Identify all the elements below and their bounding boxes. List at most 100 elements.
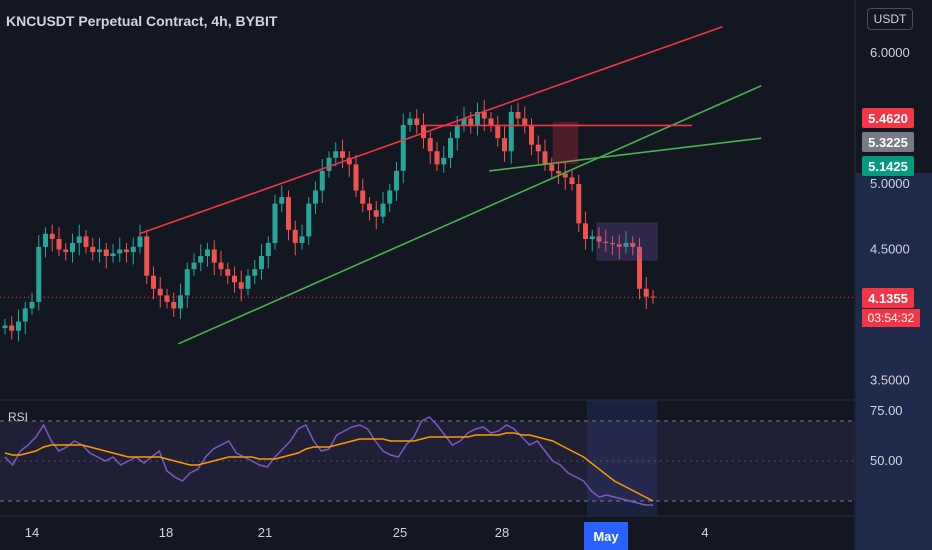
candle-body — [272, 203, 278, 243]
candle-body — [117, 249, 123, 254]
candle-body — [596, 236, 602, 242]
price-tick-label: 6.0000 — [870, 45, 910, 60]
price-axis-highlight — [856, 173, 932, 550]
candle-body — [137, 236, 143, 247]
candle-body — [157, 288, 163, 296]
time-tick-label: 4 — [701, 525, 708, 540]
channel-lower-line — [177, 85, 762, 345]
inner-support-line — [489, 137, 762, 172]
candle-body — [56, 239, 62, 250]
candle-body — [569, 177, 575, 184]
rsi-tick-label: 75.00 — [870, 403, 903, 418]
consolidation-box — [596, 222, 658, 261]
candle-body — [394, 170, 399, 191]
candle-body — [643, 288, 649, 297]
candle-body — [279, 197, 285, 204]
candle-body — [191, 262, 197, 270]
candle-body — [589, 236, 595, 240]
candle-body — [468, 118, 474, 126]
candle-body — [184, 269, 190, 296]
candle-body — [373, 210, 379, 217]
price-tag-last: 4.1355 — [862, 288, 914, 308]
candle-body — [110, 253, 116, 257]
candle-body — [252, 269, 258, 276]
candle-body — [454, 125, 460, 139]
rsi-label: RSI — [8, 410, 29, 424]
candle-body — [211, 249, 217, 263]
candle-body — [9, 325, 15, 331]
candle-body — [151, 275, 156, 289]
candle-body — [340, 151, 345, 158]
candle-body — [286, 197, 291, 230]
candle-body — [265, 242, 271, 257]
candle-body — [407, 118, 413, 126]
time-tick-label: 25 — [393, 525, 407, 540]
date-tag-may: May — [584, 522, 628, 550]
candle-body — [475, 111, 480, 126]
candle-body — [76, 236, 82, 243]
candle-body — [637, 246, 642, 289]
candle-body — [198, 256, 204, 263]
candle-body — [319, 170, 325, 191]
currency-button[interactable]: USDT — [867, 8, 913, 30]
candle-body — [448, 138, 453, 158]
candle-body — [502, 138, 507, 152]
candle-body — [583, 223, 588, 240]
candle-body — [144, 236, 150, 276]
candle-body — [367, 203, 372, 211]
candle-body — [178, 295, 183, 309]
candle-body — [232, 275, 237, 283]
candle-body — [421, 125, 426, 139]
price-tag-support: 5.1425 — [862, 156, 914, 176]
candle-body — [225, 269, 231, 276]
candle-body — [2, 325, 8, 329]
candle-body — [488, 118, 494, 126]
candle-body — [630, 242, 636, 247]
candle-body — [387, 190, 393, 204]
time-tick-label: 28 — [495, 525, 509, 540]
candle-body — [292, 229, 298, 243]
candle-body — [326, 157, 332, 171]
candle-body — [313, 190, 318, 204]
candle-body — [97, 249, 102, 253]
candle-body — [16, 321, 21, 331]
rsi-tick-label: 50.00 — [870, 453, 903, 468]
candle-body — [103, 249, 109, 257]
candle-body — [333, 151, 339, 158]
candle-body — [238, 282, 244, 289]
price-tick-label: 5.0000 — [870, 176, 910, 191]
channel-upper-line — [139, 26, 723, 235]
candle-body — [556, 170, 561, 174]
price-tag-grey: 5.3225 — [862, 132, 914, 152]
rsi-ma-line — [4, 432, 654, 502]
candle-body — [43, 233, 48, 247]
candle-body — [441, 157, 447, 165]
candle-body — [522, 118, 528, 126]
candle-body — [508, 111, 514, 152]
candle-body — [481, 111, 487, 119]
price-tick-label: 4.5000 — [870, 242, 910, 257]
candles — [2, 100, 656, 342]
rsi-line — [4, 416, 653, 506]
time-tick-label: 18 — [159, 525, 173, 540]
candle-body — [130, 246, 136, 253]
time-tick-label: 14 — [25, 525, 39, 540]
candle-body — [29, 301, 35, 309]
candle-body — [164, 295, 170, 302]
candle-body — [380, 203, 386, 217]
candle-body — [623, 242, 629, 247]
candle-body — [63, 249, 69, 253]
price-tick-label: 3.5000 — [870, 373, 910, 388]
candle-body — [346, 157, 352, 165]
candle-body — [549, 164, 555, 171]
candle-body — [90, 246, 96, 253]
candle-countdown: 03:54:32 — [862, 309, 920, 327]
candle-body — [49, 233, 55, 240]
candle-body — [353, 164, 359, 191]
candle-body — [36, 246, 42, 302]
candle-body — [83, 236, 89, 247]
candle-body — [218, 262, 224, 270]
time-tick-label: 21 — [258, 525, 272, 540]
